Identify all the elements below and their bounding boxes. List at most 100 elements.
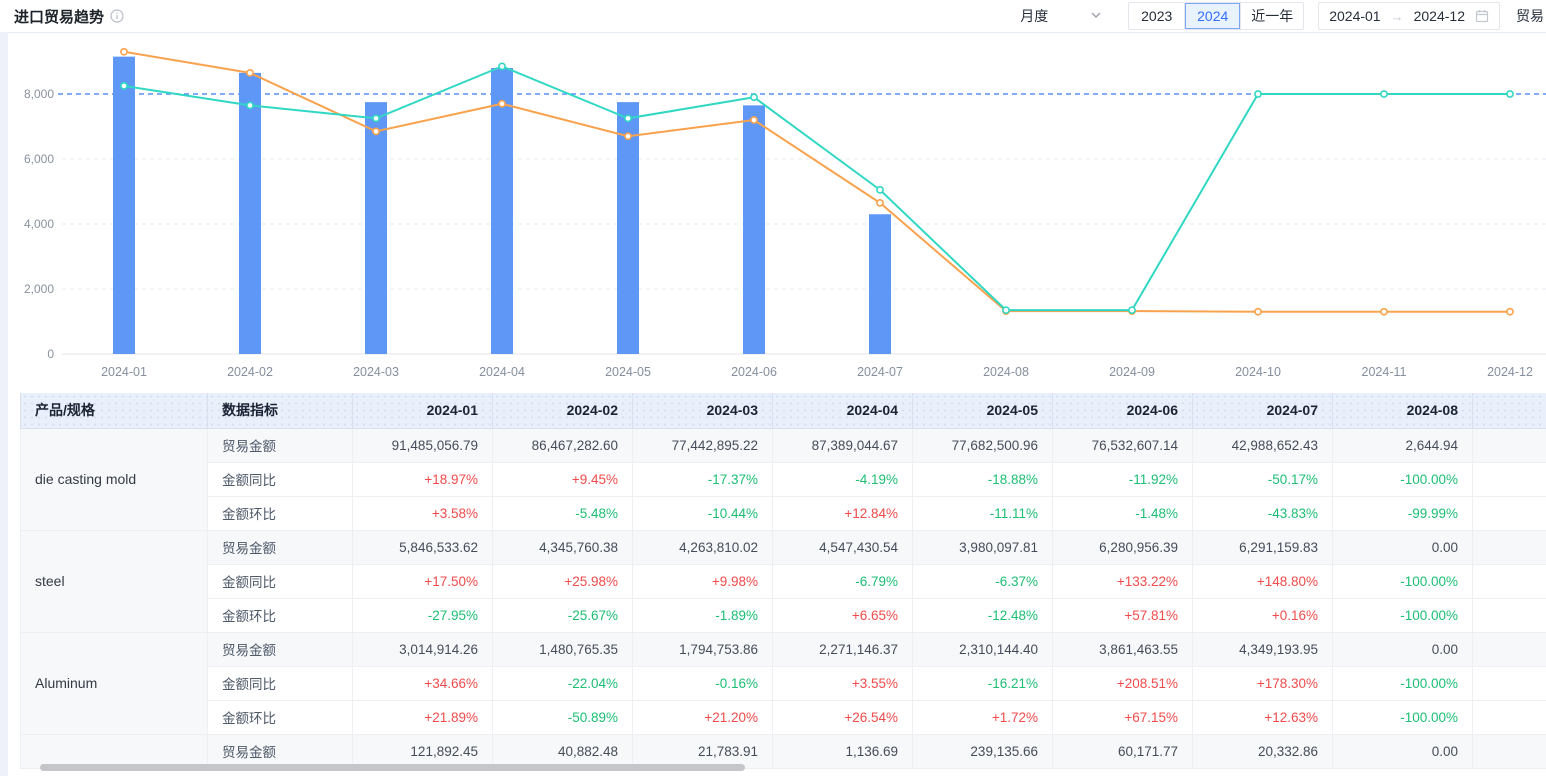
product-name-cell xyxy=(20,734,208,769)
value-cell: 86,467,282.60 xyxy=(492,428,633,463)
header-month: 2024-07 xyxy=(1192,393,1333,429)
horizontal-scrollbar-track xyxy=(0,763,1546,772)
trend-chart[interactable]: 0 2,000 4,000 6,000 8,000 2024-01 2024-02 2024-… xyxy=(0,32,1546,382)
page-left-margin xyxy=(0,32,8,776)
value-cell: 6,280,956.39 xyxy=(1052,530,1193,565)
trailing-empty-cell xyxy=(1472,632,1546,667)
line-series xyxy=(123,65,1510,312)
metric-label-cell: 贸易金额 xyxy=(207,734,353,769)
value-cell: 239,135.66 xyxy=(912,734,1053,769)
date-range-picker[interactable]: 2024-01 → 2024-12 xyxy=(1318,2,1500,30)
value-cell: +3.58% xyxy=(352,496,493,531)
data-point xyxy=(120,81,128,90)
x-axis-tick: 2024-12 xyxy=(1487,365,1533,379)
value-cell: -18.88% xyxy=(912,462,1053,497)
value-cell: +9.98% xyxy=(632,564,773,599)
x-axis-tick: 2024-11 xyxy=(1362,365,1407,379)
chevron-down-icon xyxy=(1090,9,1102,24)
table-row: 金额环比 -27.95% -25.67% -1.89% +6.65% -12.48% +57… xyxy=(21,598,1546,633)
trailing-empty-cell xyxy=(1472,564,1546,599)
header-month: 2024-01 xyxy=(352,393,493,429)
date-start-value: 2024-01 xyxy=(1329,8,1381,24)
data-point xyxy=(1380,90,1388,98)
info-icon[interactable] xyxy=(110,9,124,23)
header-trailing xyxy=(1472,393,1546,429)
value-cell: 3,014,914.26 xyxy=(352,632,493,667)
value-cell: +9.45% xyxy=(492,462,633,497)
data-point xyxy=(1128,306,1136,315)
value-cell: 20,332.86 xyxy=(1192,734,1333,769)
data-point xyxy=(624,132,632,141)
table-row: die casting mold 贸易金额 91,485,056.79 86,467,… xyxy=(20,428,1546,531)
value-cell: -1.48% xyxy=(1052,496,1193,531)
value-cell: 21,783.91 xyxy=(632,734,773,769)
year-button-group: 2023 2024 近一年 xyxy=(1128,2,1305,30)
data-point xyxy=(498,99,506,108)
horizontal-scrollbar-thumb[interactable] xyxy=(40,764,745,771)
x-axis-tick: 2024-10 xyxy=(1235,365,1281,379)
trailing-empty-cell xyxy=(1472,700,1546,735)
value-cell: -100.00% xyxy=(1332,564,1473,599)
data-point xyxy=(1002,306,1010,315)
value-cell: +67.15% xyxy=(1052,700,1193,735)
value-cell: -100.00% xyxy=(1332,666,1473,701)
table-header-row: 产品/规格 数据指标 2024-01 2024-02 2024-03 2024-04 202… xyxy=(20,393,1546,429)
value-cell: -0.16% xyxy=(632,666,773,701)
data-point xyxy=(1254,90,1262,98)
year-button-2024[interactable]: 2024 xyxy=(1185,3,1242,29)
value-cell: +34.66% xyxy=(352,666,493,701)
trailing-empty-cell xyxy=(1472,428,1546,463)
value-cell: 1,136.69 xyxy=(772,734,913,769)
table-row: Aluminum 贸易金额 3,014,914.26 1,480,765.35 1,79… xyxy=(20,632,1546,735)
value-cell: +208.51% xyxy=(1052,666,1193,701)
y-axis-tick: 0 xyxy=(47,347,54,361)
product-name-cell: die casting mold xyxy=(20,428,208,531)
metric-label-cell: 金额环比 xyxy=(207,700,353,735)
granularity-value: 月度 xyxy=(1020,8,1049,24)
bar-2024-06 xyxy=(743,105,765,354)
header-month: 2024-04 xyxy=(772,393,913,429)
value-cell: 4,349,193.95 xyxy=(1192,632,1333,667)
data-point xyxy=(120,47,128,56)
value-cell: -11.11% xyxy=(912,496,1053,531)
bar-2024-04 xyxy=(491,68,513,354)
data-point xyxy=(1380,307,1388,316)
value-cell: -99.99% xyxy=(1332,496,1473,531)
table-row: 金额同比 +34.66% -22.04% -0.16% +3.55% -16.21% +20… xyxy=(21,666,1546,701)
x-axis-tick: 2024-03 xyxy=(353,365,399,379)
value-cell: +18.97% xyxy=(352,462,493,497)
metric-label-cell: 金额环比 xyxy=(207,598,353,633)
metric-label-cell: 贸易金额 xyxy=(207,632,353,667)
trailing-empty-cell xyxy=(1472,496,1546,531)
product-name-cell: Aluminum xyxy=(20,632,208,735)
header-month: 2024-03 xyxy=(632,393,773,429)
value-cell: +3.55% xyxy=(772,666,913,701)
value-cell: 2,644.94 xyxy=(1332,428,1473,463)
metric-label-cell: 贸易金额 xyxy=(207,530,353,565)
trade-type-label-clipped[interactable]: 贸易 xyxy=(1516,8,1544,24)
year-button-recent[interactable]: 近一年 xyxy=(1241,3,1304,29)
value-cell: -11.92% xyxy=(1052,462,1193,497)
value-cell: +21.89% xyxy=(352,700,493,735)
value-cell: -50.89% xyxy=(492,700,633,735)
data-point xyxy=(750,93,758,102)
bar-2024-03 xyxy=(365,102,387,354)
value-cell: +12.63% xyxy=(1192,700,1333,735)
x-axis-tick: 2024-06 xyxy=(731,365,777,379)
value-cell: 3,980,097.81 xyxy=(912,530,1053,565)
data-point xyxy=(246,101,254,110)
header-metric: 数据指标 xyxy=(207,393,353,429)
header-product: 产品/规格 xyxy=(20,393,208,429)
page-title: 进口贸易趋势 xyxy=(14,8,105,26)
value-cell: 121,892.45 xyxy=(352,734,493,769)
granularity-select[interactable]: 月度 xyxy=(1020,6,1102,26)
value-cell: -100.00% xyxy=(1332,700,1473,735)
data-point xyxy=(1506,307,1514,316)
table-row: 金额同比 +18.97% +9.45% -17.37% -4.19% -18.88% -11… xyxy=(21,462,1546,497)
data-table: 产品/规格 数据指标 2024-01 2024-02 2024-03 2024-04 202… xyxy=(20,393,1546,769)
value-cell: 4,547,430.54 xyxy=(772,530,913,565)
value-cell: -43.83% xyxy=(1192,496,1333,531)
year-button-2023[interactable]: 2023 xyxy=(1129,3,1186,29)
panel-header: 进口贸易趋势 月度 2023 2024 近一年 2024-01 → 2024-1… xyxy=(0,0,1546,33)
